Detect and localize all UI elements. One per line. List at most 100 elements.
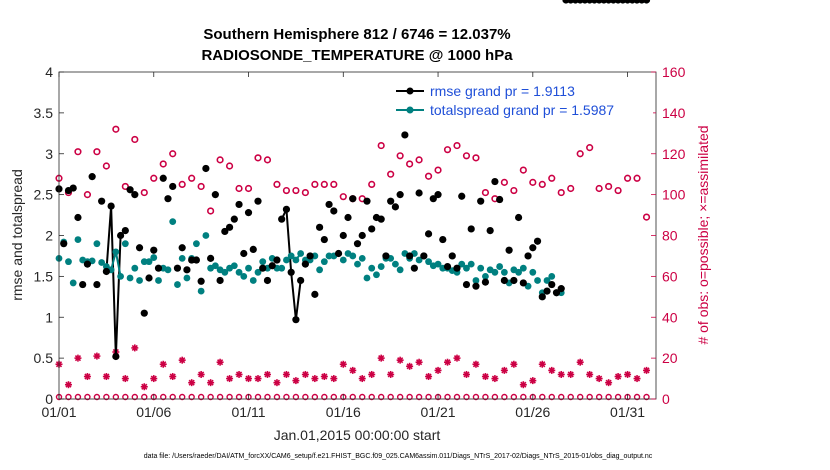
rmse-point <box>311 290 319 298</box>
rmse-point <box>263 276 272 285</box>
rmse-point <box>225 223 234 231</box>
legend-rmse-label: rmse grand pr = 1.9113 <box>430 83 575 99</box>
assimilated-obs-point <box>387 370 395 378</box>
possible-obs-baseline <box>510 393 518 401</box>
assimilated-obs-point <box>491 375 499 383</box>
possible-obs-point <box>207 207 215 215</box>
spread-point <box>164 266 172 274</box>
y2-tick-label: 80 <box>662 228 678 244</box>
rmse-point <box>150 246 158 254</box>
rmse-point <box>458 192 466 200</box>
rmse-point <box>349 195 357 203</box>
assimilated-obs-point <box>93 352 101 360</box>
rmse-point <box>164 195 172 203</box>
data-layer <box>55 0 651 401</box>
possible-obs-point <box>434 166 442 174</box>
possible-obs-baseline <box>188 393 195 401</box>
assimilated-obs-point <box>406 362 414 370</box>
possible-obs-point <box>614 186 622 195</box>
possible-obs-baseline <box>643 393 650 401</box>
possible-obs-point <box>83 191 92 199</box>
assimilated-obs-point <box>169 373 177 381</box>
rmse-point <box>519 279 527 287</box>
assimilated-obs-point <box>557 370 565 378</box>
possible-obs-point <box>415 156 423 164</box>
spread-point <box>278 264 286 272</box>
assimilated-obs-point <box>178 356 186 364</box>
possible-obs-point <box>121 182 129 191</box>
spread-point <box>150 254 158 261</box>
assimilated-obs-point <box>339 360 347 368</box>
rmse-point <box>216 276 224 285</box>
spread-point <box>131 264 139 272</box>
spread-point <box>515 268 522 276</box>
assimilated-obs-point <box>605 379 613 387</box>
rmse-point <box>249 245 257 253</box>
spread-point <box>183 274 191 282</box>
possible-obs-point <box>396 152 404 160</box>
assimilated-obs-point <box>140 383 148 391</box>
possible-obs-point <box>481 188 490 197</box>
assimilated-obs-point <box>197 370 205 378</box>
rmse-point <box>240 249 248 258</box>
rmse-point <box>183 266 191 274</box>
possible-obs-point <box>131 135 139 144</box>
possible-obs-point <box>462 152 471 160</box>
spread-point <box>392 260 399 268</box>
rmse-point <box>330 207 338 215</box>
possible-obs-baseline <box>122 393 129 401</box>
possible-obs-point <box>150 174 158 182</box>
possible-obs-baseline <box>406 393 413 401</box>
possible-obs-point <box>529 178 537 186</box>
possible-obs-baseline <box>633 393 641 401</box>
rmse-point <box>424 230 433 238</box>
possible-obs-baseline <box>520 393 527 401</box>
assimilated-obs-point <box>576 358 584 366</box>
rmse-point <box>230 215 238 223</box>
possible-obs-point <box>263 156 272 164</box>
assimilated-obs-point <box>121 375 129 383</box>
possible-obs-baseline <box>74 393 82 401</box>
assimilated-obs-point <box>330 375 338 383</box>
possible-obs-point <box>557 188 565 197</box>
rmse-point <box>79 280 87 289</box>
spread-point <box>197 287 205 295</box>
rmse-point <box>69 184 77 192</box>
possible-obs-point <box>633 174 641 182</box>
rmse-point <box>235 200 243 209</box>
rmse-point <box>500 276 508 285</box>
y2-tick-label: 60 <box>662 268 678 284</box>
spread-point <box>297 250 305 257</box>
spread-point <box>320 258 328 266</box>
possible-obs-point <box>443 146 452 154</box>
possible-obs-baseline <box>283 393 290 401</box>
possible-obs-point <box>235 184 243 193</box>
x-axis-label: Jan.01,2015 00:00:00 start <box>274 427 441 443</box>
rmse-point <box>287 268 295 276</box>
possible-obs-baseline <box>169 393 176 401</box>
possible-obs-point <box>169 150 177 158</box>
rmse-point <box>154 264 163 272</box>
possible-obs-baseline <box>112 393 120 401</box>
possible-obs-point <box>320 180 328 189</box>
possible-obs-baseline <box>444 393 451 401</box>
legend-spread-label: totalspread grand pr = 1.5987 <box>430 102 614 118</box>
x-tick-label: 01/21 <box>421 404 456 420</box>
possible-obs-point <box>567 184 575 193</box>
assimilated-obs-point <box>444 358 452 366</box>
assimilated-obs-point <box>159 360 167 368</box>
possible-obs-point <box>472 154 480 162</box>
spread-point <box>69 279 77 287</box>
spread-point <box>325 252 333 260</box>
assimilated-obs-point <box>510 360 518 368</box>
assimilated-obs-point <box>131 344 139 352</box>
rmse-point <box>60 240 68 248</box>
possible-obs-baseline <box>415 393 423 401</box>
spread-point <box>458 260 466 268</box>
possible-obs-point <box>216 156 224 164</box>
rmse-point <box>121 226 129 235</box>
rmse-point <box>358 231 366 240</box>
rmse-point <box>88 173 96 181</box>
assimilated-obs-point <box>358 375 366 383</box>
rmse-point <box>74 213 82 222</box>
